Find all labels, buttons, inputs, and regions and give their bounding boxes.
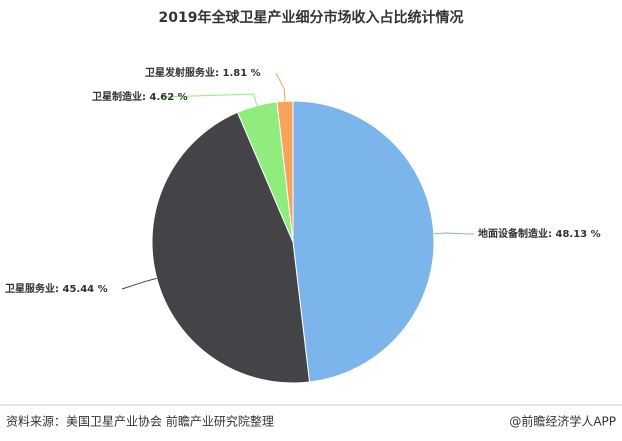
- data-label: 卫星发射服务业: 1.81 %: [145, 66, 261, 79]
- pie-slice: [276, 100, 294, 243]
- data-label: 地面设备制造业: 48.13 %: [478, 227, 601, 240]
- label-name: 地面设备制造业: [478, 227, 548, 240]
- label-name: 卫星服务业: [5, 282, 55, 295]
- label-value: 48.13 %: [555, 229, 600, 240]
- pie-slice: [292, 100, 435, 383]
- label-sep: :: [142, 92, 149, 103]
- data-label: 卫星制造业: 4.62 %: [92, 90, 188, 103]
- label-sep: :: [548, 229, 555, 240]
- source: 资料来源：美国卫星产业协会 前瞻产业研究院整理: [6, 414, 274, 429]
- leader-line: [275, 72, 286, 102]
- label-value: 4.62 %: [149, 92, 187, 103]
- leader-line: [159, 93, 258, 106]
- leader-line: [121, 277, 157, 290]
- label-value: 1.81 %: [222, 68, 260, 79]
- label-sep: :: [55, 284, 62, 295]
- leader-line: [433, 232, 474, 235]
- label-sep: :: [215, 68, 222, 79]
- data-label: 卫星服务业: 45.44 %: [5, 282, 108, 295]
- label-value: 45.44 %: [62, 284, 107, 295]
- credit: @前瞻经济学人APP: [509, 414, 616, 429]
- pie-slice: [151, 111, 311, 384]
- label-name: 卫星发射服务业: [145, 66, 215, 79]
- label-name: 卫星制造业: [92, 90, 142, 103]
- chart-title: 2019年全球卫星产业细分市场收入占比统计情况: [159, 9, 464, 26]
